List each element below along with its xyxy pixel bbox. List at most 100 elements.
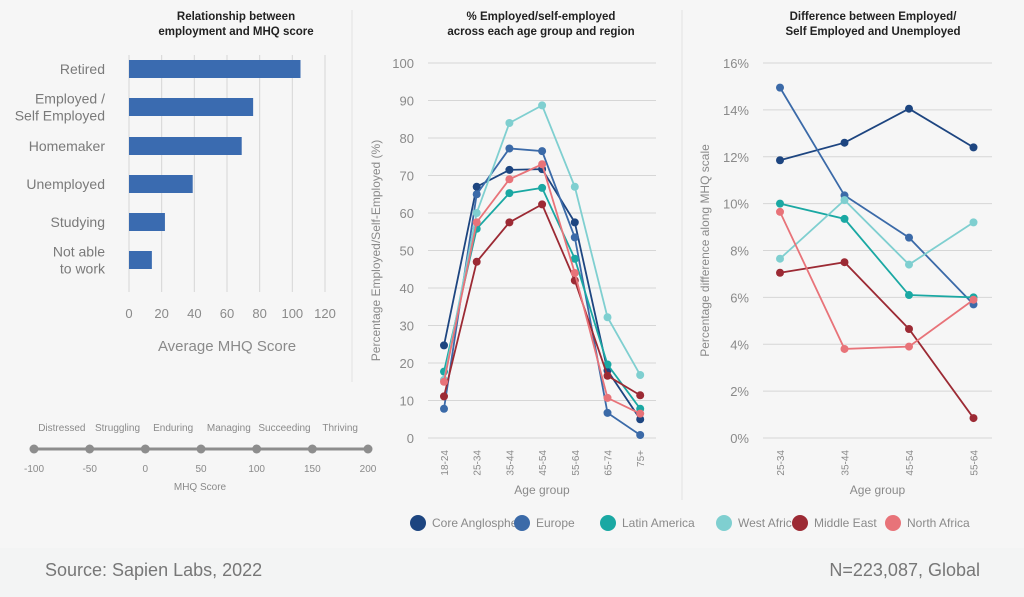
scale-tick-label: -50	[82, 464, 97, 475]
x-axis-label: Average MHQ Score	[158, 338, 296, 355]
data-point	[840, 214, 849, 223]
data-point	[840, 258, 849, 267]
scale-axis-label: MHQ Score	[174, 482, 227, 493]
mhq-scale: -100 -50 0 50 100 150 200 Distressed Struggling E…	[24, 423, 377, 493]
source-text: Source: Sapien Labs, 2022	[45, 560, 262, 580]
y-tick-label: 12%	[723, 150, 749, 165]
series-core-anglosphere	[776, 104, 978, 165]
data-point	[538, 183, 547, 192]
data-point	[969, 295, 978, 304]
data-point	[776, 83, 784, 92]
chart-title: across each age group and region	[447, 26, 634, 38]
y-tick-label: 40	[400, 281, 414, 296]
scale-tick-label: 150	[304, 464, 321, 475]
legend-label: West Africa	[738, 516, 799, 530]
x-tick-label: 18-24	[440, 450, 451, 476]
data-point	[472, 218, 481, 227]
category-label: Self Employed	[15, 108, 105, 124]
data-point	[505, 218, 514, 227]
legend-item[interactable]: West Africa	[716, 515, 799, 531]
legend: Core Anglosphere Europe Latin America West …	[410, 515, 970, 531]
data-point	[905, 325, 913, 334]
legend-swatch	[716, 515, 732, 531]
legend-item[interactable]: Europe	[514, 515, 575, 531]
data-point	[636, 371, 645, 379]
series-west-africa	[776, 196, 978, 269]
y-tick-label: 50	[400, 244, 414, 259]
scale-tick-label: 50	[195, 464, 207, 475]
y-tick-label: 10%	[723, 197, 749, 212]
legend-label: North Africa	[907, 516, 970, 530]
data-point	[440, 341, 448, 350]
series-middle-east	[440, 200, 645, 401]
footer-band	[0, 548, 1024, 597]
data-point	[776, 254, 784, 263]
category-label: Homemaker	[29, 138, 106, 154]
scale-stage-label: Enduring	[153, 423, 193, 434]
data-point	[570, 182, 579, 191]
data-point	[636, 415, 645, 424]
legend-item[interactable]: Latin America	[600, 515, 695, 531]
legend-swatch	[410, 515, 426, 531]
x-axis-label: Age group	[850, 483, 906, 497]
category-label: Not able	[53, 244, 105, 260]
chart-title: Relationship between	[177, 11, 295, 23]
legend-swatch	[885, 515, 901, 531]
data-point	[472, 209, 481, 217]
legend-swatch	[600, 515, 616, 531]
series-line	[779, 198, 974, 266]
data-point	[505, 165, 514, 174]
bar	[129, 98, 254, 116]
data-point	[538, 101, 547, 110]
data-point	[440, 377, 448, 386]
scale-stage-label: Thriving	[322, 423, 358, 434]
y-axis-label: Percentage difference along MHQ scale	[698, 144, 712, 357]
bar	[129, 251, 152, 269]
data-point	[905, 291, 913, 300]
scale-marker	[29, 444, 39, 454]
data-point	[505, 175, 514, 184]
series-europe	[440, 144, 645, 439]
data-point	[840, 138, 849, 147]
series-latin-america	[440, 183, 645, 413]
data-point	[969, 414, 978, 423]
data-point	[505, 189, 514, 198]
legend-swatch	[792, 515, 808, 531]
x-tick-label: 55-64	[571, 450, 582, 476]
scale-stage-label: Managing	[207, 423, 251, 434]
sample-size-text: N=223,087, Global	[829, 560, 980, 580]
scale-tick-label: 200	[360, 464, 377, 475]
x-tick-label: 75+	[636, 450, 647, 467]
scale-tick-label: -100	[24, 464, 44, 475]
y-tick-label: 30	[400, 319, 414, 334]
x-tick-label: 120	[314, 306, 336, 321]
series-north-africa	[776, 207, 978, 353]
difference-line-chart: Difference between Employed/Self Employe…	[698, 11, 992, 497]
data-point	[905, 104, 913, 113]
y-tick-label: 16%	[723, 56, 749, 71]
y-tick-label: 20	[400, 356, 414, 371]
data-point	[969, 143, 978, 152]
legend-item[interactable]: Core Anglosphere	[410, 515, 528, 531]
bar	[129, 213, 165, 231]
x-tick-label: 45-54	[905, 450, 916, 476]
data-point	[603, 371, 612, 380]
legend-item[interactable]: North Africa	[885, 515, 970, 531]
x-tick-label: 35-44	[505, 450, 516, 476]
series-north-africa	[440, 160, 645, 418]
series-line	[779, 202, 974, 299]
legend-item[interactable]: Middle East	[792, 515, 877, 531]
data-point	[570, 218, 579, 227]
data-point	[505, 119, 514, 127]
data-point	[472, 190, 481, 199]
y-tick-label: 0%	[730, 431, 749, 446]
chart-title: Difference between Employed/	[790, 11, 958, 23]
bar	[129, 175, 193, 193]
data-point	[905, 260, 913, 269]
scale-stage-label: Struggling	[95, 423, 140, 434]
x-tick-label: 35-44	[841, 450, 852, 476]
data-point	[776, 207, 784, 216]
x-tick-label: 60	[220, 306, 234, 321]
series-west-africa	[440, 101, 645, 384]
